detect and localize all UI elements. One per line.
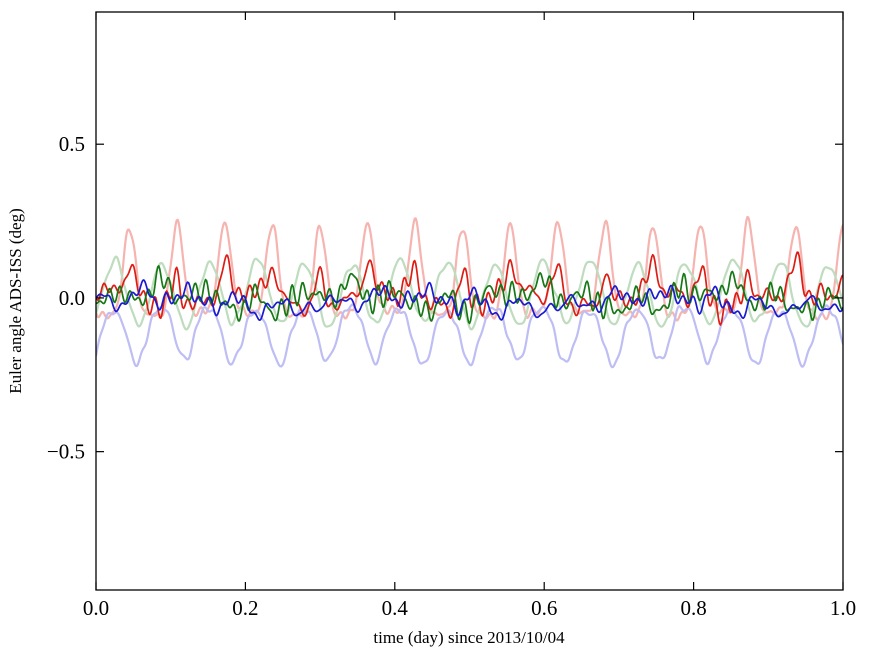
y-tick-label: −0.5 [47, 440, 85, 464]
y-tick-label: 0.0 [59, 286, 85, 310]
x-tick-label: 0.4 [382, 596, 409, 620]
axes-ticks: 0.0 0.2 0.4 0.6 0.8 1.0 −0.5 0.0 0.5 [47, 12, 856, 620]
x-tick-label: 0.2 [232, 596, 258, 620]
x-tick-label: 0.0 [83, 596, 109, 620]
series-line-light-blue [96, 303, 843, 369]
y-axis-label: Euler angle ADS-ISS (deg) [6, 208, 25, 394]
series-line-blue [96, 279, 843, 321]
x-tick-label: 1.0 [830, 596, 856, 620]
series-layer [96, 215, 843, 369]
x-tick-label: 0.8 [680, 596, 706, 620]
x-tick-label: 0.6 [531, 596, 557, 620]
series-line-light-green [96, 255, 843, 331]
x-axis-label: time (day) since 2013/10/04 [373, 628, 565, 647]
plot-frame [95, 11, 844, 591]
y-tick-label: 0.5 [59, 132, 85, 156]
